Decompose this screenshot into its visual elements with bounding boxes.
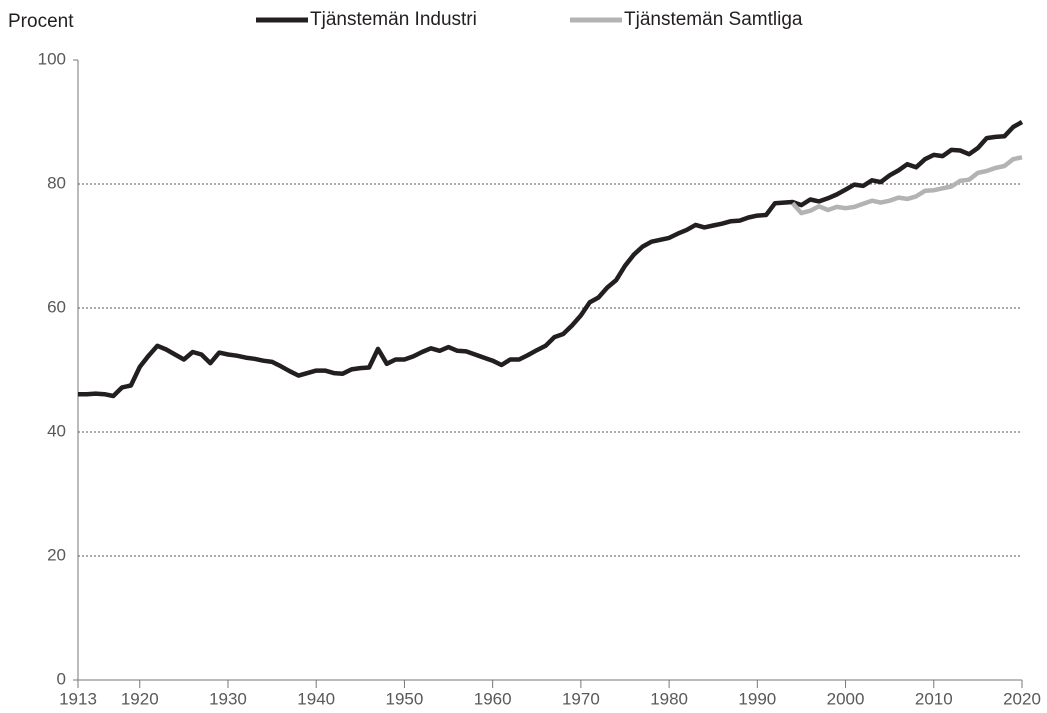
x-tick-label: 1950: [386, 689, 424, 708]
x-tick-label: 1930: [209, 689, 247, 708]
x-tick-label: 1960: [474, 689, 512, 708]
x-tick-label: 1913: [59, 689, 97, 708]
y-tick-label: 20: [47, 545, 66, 564]
y-tick-label: 60: [47, 297, 66, 316]
x-tick-label: 1970: [562, 689, 600, 708]
x-tick-label: 1990: [738, 689, 776, 708]
x-tick-label: 1940: [297, 689, 335, 708]
y-tick-label: 40: [47, 421, 66, 440]
series-line: [790, 155, 1023, 216]
legend-label: Tjänstemän Samtliga: [624, 9, 803, 30]
y-tick-label: 80: [47, 173, 66, 192]
y-tick-label: 0: [57, 669, 66, 688]
y-axis-label: Procent: [8, 11, 74, 32]
y-tick-label: 100: [38, 49, 66, 68]
series-line: [78, 120, 1024, 399]
legend-label: Tjänstemän Industri: [310, 9, 477, 30]
x-tick-label: 1980: [650, 689, 688, 708]
x-tick-label: 2000: [827, 689, 865, 708]
x-tick-label: 2020: [1003, 689, 1041, 708]
x-tick-label: 2010: [915, 689, 953, 708]
x-tick-label: 1920: [121, 689, 159, 708]
